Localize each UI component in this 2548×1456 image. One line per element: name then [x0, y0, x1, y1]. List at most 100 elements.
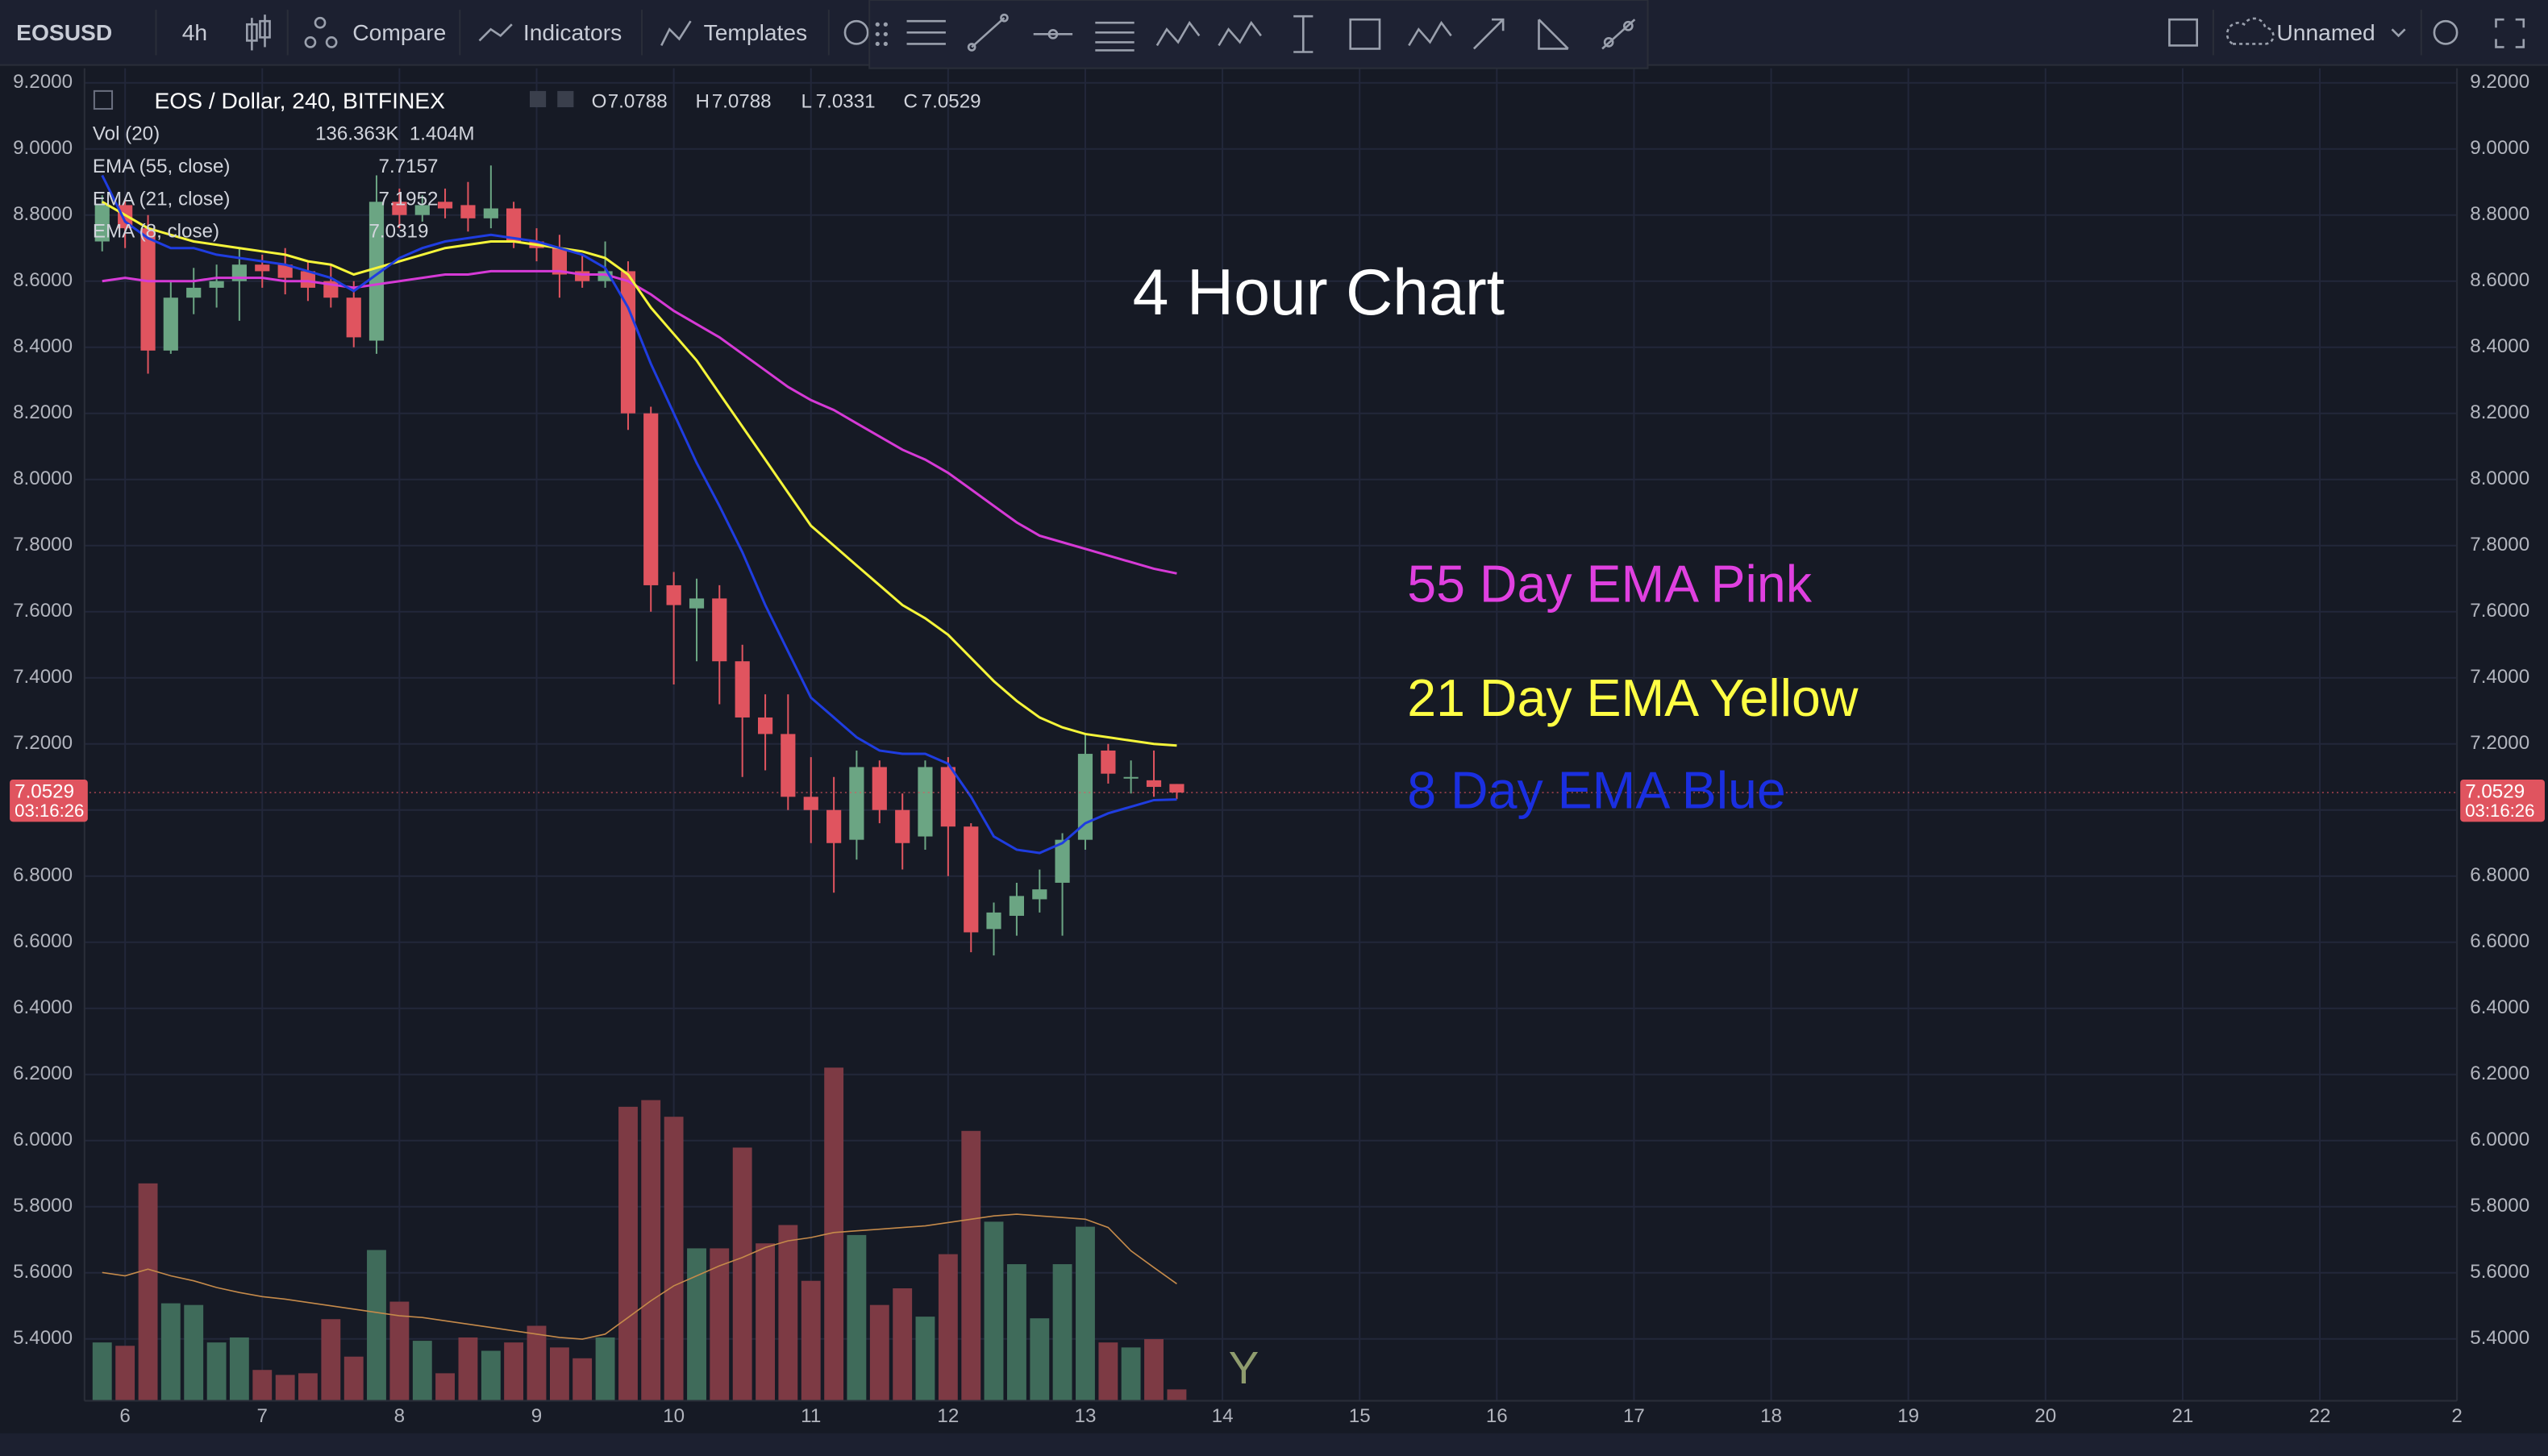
y-tick-label: 7.4000 [2470, 666, 2529, 688]
y-tick-label: 8.8000 [2470, 203, 2529, 225]
templates-button[interactable]: Templates [704, 19, 808, 45]
ema-legend-value: 7.0319 [368, 221, 428, 243]
interval[interactable]: 4h [182, 19, 207, 45]
volume-bar [1052, 1264, 1072, 1401]
candle-body [666, 584, 681, 605]
tool-icon[interactable] [1408, 20, 1452, 47]
y-tick-label: 6.0000 [13, 1129, 73, 1150]
y-tick-label: 6.2000 [13, 1063, 73, 1084]
volume-bar [687, 1248, 706, 1401]
tool-icon[interactable] [1349, 18, 1381, 50]
candle-body [1009, 896, 1025, 916]
y-tick-label: 7.8000 [13, 534, 73, 555]
x-tick-label: 20 [2034, 1405, 2056, 1427]
candle-body [437, 202, 453, 209]
y-tick-label: 6.8000 [2470, 864, 2529, 886]
tool-icon[interactable] [1293, 15, 1314, 53]
countdown: 03:16:26 [2465, 801, 2534, 821]
y-tick-label: 9.2000 [2470, 71, 2529, 93]
volume-bar [1167, 1389, 1187, 1401]
candle-body [1146, 780, 1162, 788]
volume-bar [893, 1288, 913, 1401]
tool-icon[interactable] [967, 13, 1009, 52]
indicators-button[interactable]: Indicators [523, 19, 622, 45]
ema-legend-name: EMA (55, close) [93, 156, 231, 177]
annotation: 21 Day EMA Yellow [1407, 669, 1859, 727]
y-tick-label: 9.0000 [13, 137, 73, 159]
volume-bar [915, 1317, 935, 1401]
candle-body [643, 413, 659, 585]
candle-body [781, 734, 796, 797]
tool-icon[interactable] [1538, 19, 1569, 50]
left-axis [0, 64, 85, 1433]
layout-name[interactable]: Unnamed [2276, 19, 2375, 45]
candle-body [209, 281, 224, 288]
candle-body [918, 767, 933, 837]
x-tick-label: 7 [257, 1405, 268, 1427]
plot-area [84, 68, 2458, 1401]
volume-bar [1076, 1226, 1095, 1401]
drag-handle[interactable] [875, 22, 888, 47]
tool-icon[interactable] [1472, 18, 1505, 50]
templates-icon [660, 20, 692, 47]
x-tick-label: 12 [937, 1405, 959, 1427]
candle-body [689, 598, 705, 609]
volume-bar [92, 1342, 112, 1401]
y-tick-label: 7.6000 [2470, 600, 2529, 622]
ohlc-value: 7.0331 [816, 90, 876, 112]
candle-body [826, 809, 842, 843]
y-tick-label: 5.8000 [2470, 1195, 2529, 1217]
candle-body [1123, 776, 1139, 779]
collapse-button[interactable] [93, 89, 114, 110]
tool-icon[interactable] [1033, 28, 1073, 40]
y-tick-label: 6.6000 [2470, 930, 2529, 952]
volume-bar [389, 1301, 410, 1401]
tool-icon[interactable] [1218, 20, 1262, 47]
y-tick-label: 8.0000 [2470, 468, 2529, 489]
indicators-icon [478, 23, 513, 42]
tool-icon[interactable] [1155, 20, 1201, 47]
volume-bar [961, 1130, 981, 1401]
fullscreen-toggle[interactable] [2168, 18, 2199, 47]
ema-legend-value: 7.7157 [379, 156, 439, 177]
candle-body [483, 208, 498, 218]
legend-button[interactable] [557, 90, 574, 108]
y-tick-label: 5.8000 [13, 1195, 73, 1217]
settings-icon[interactable] [2433, 19, 2458, 45]
ema-line [101, 174, 1177, 855]
tool-icon[interactable] [906, 19, 946, 45]
y-tick-label: 6.4000 [13, 996, 73, 1018]
dropdown-arrow[interactable] [2391, 28, 2406, 38]
y-tick-label: 7.2000 [13, 732, 73, 754]
volume-bar [1030, 1318, 1050, 1401]
ema-legend-name: EMA (21, close) [93, 188, 231, 210]
symbol[interactable]: EOSUSD [16, 19, 112, 45]
compare-button[interactable]: Compare [352, 19, 446, 45]
alert-icon[interactable] [843, 19, 869, 45]
ema-line [101, 200, 1177, 747]
ohlc-label: H [696, 90, 710, 112]
expand-icon[interactable] [2495, 18, 2525, 48]
y-tick-label: 7.2000 [2470, 732, 2529, 754]
volume-bar [1006, 1264, 1026, 1401]
y-tick-label: 6.0000 [2470, 1129, 2529, 1150]
candle-body [255, 264, 270, 272]
volume-bar [732, 1147, 752, 1401]
tool-icon[interactable] [1601, 19, 1636, 50]
y-tick-label: 7.8000 [2470, 534, 2529, 555]
candle-body [940, 767, 956, 827]
chart-style-button[interactable] [246, 15, 271, 51]
volume-bar [252, 1370, 273, 1401]
legend-button[interactable] [529, 90, 547, 108]
y-tick-label: 8.2000 [2470, 401, 2529, 423]
tool-icon[interactable] [1095, 21, 1135, 52]
y-tick-label: 8.2000 [13, 401, 73, 423]
volume-bar [664, 1117, 684, 1401]
ohlc-label: C [904, 90, 918, 112]
volume-bar [756, 1243, 776, 1401]
candle-body [552, 248, 568, 275]
volume-bar [618, 1106, 638, 1401]
candle-body [1077, 754, 1093, 840]
